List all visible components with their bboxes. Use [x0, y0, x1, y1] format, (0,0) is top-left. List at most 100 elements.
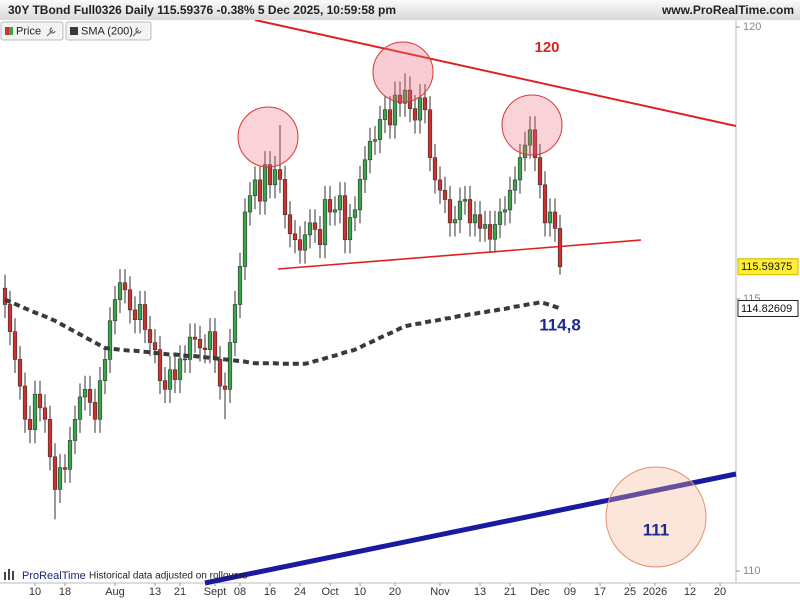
price-axis-panel	[736, 0, 800, 600]
legend-icon	[9, 27, 13, 35]
candle-body	[457, 200, 463, 220]
candle-body	[202, 347, 208, 350]
x-tick-label: 18	[59, 586, 71, 598]
candle-body	[172, 369, 178, 380]
logo-icon	[8, 569, 10, 580]
header-title: 30Y TBond Full0326 Daily 115.59376 -0.38…	[8, 3, 396, 17]
annotation: 114,8	[539, 315, 581, 334]
candle-body	[402, 89, 408, 104]
candle-body	[542, 184, 548, 224]
target-circle	[605, 466, 707, 568]
candle-body	[27, 418, 33, 430]
x-tick-label: 13	[474, 586, 486, 598]
candle-body	[287, 214, 293, 235]
candle-body	[157, 349, 163, 381]
x-tick-label: 17	[594, 586, 606, 598]
x-tick-label: 09	[564, 586, 576, 598]
x-tick-label: 13	[149, 586, 161, 598]
candle-body	[237, 266, 243, 305]
x-tick-label: 08	[234, 586, 246, 598]
candle-body	[462, 199, 468, 202]
candle-body	[2, 287, 8, 305]
x-tick-label: Aug	[105, 586, 125, 598]
candle-body	[22, 385, 28, 420]
candle-body	[12, 331, 18, 360]
candle-body	[552, 211, 558, 229]
candle-body	[187, 336, 193, 360]
candle-body	[112, 299, 118, 322]
candle-body	[517, 157, 523, 181]
x-tick-label: 10	[354, 586, 366, 598]
x-tick-label: Oct	[321, 586, 338, 598]
candle-body	[452, 219, 458, 224]
candle-body	[302, 234, 308, 251]
candle-body	[532, 129, 538, 158]
annotation: 111	[643, 520, 670, 539]
candle-body	[352, 209, 358, 218]
settings-icon[interactable]	[132, 27, 142, 37]
candle-body	[332, 209, 338, 213]
candle-body	[502, 209, 508, 213]
trend-line	[204, 471, 737, 586]
sma-tag	[737, 300, 799, 318]
sma-tag-label: 114.82609	[741, 303, 792, 315]
y-tick-label: 110	[743, 565, 761, 577]
legend-item[interactable]	[65, 21, 152, 41]
x-tick-label: Sept	[204, 586, 227, 598]
candle-body	[427, 109, 433, 158]
candle-body	[247, 195, 253, 213]
candle-body	[387, 109, 393, 126]
candle-body	[67, 440, 73, 470]
candle-body	[307, 222, 313, 236]
candle-body	[342, 195, 348, 241]
candle-body	[102, 359, 108, 381]
candle-body	[127, 289, 133, 311]
candle-body	[182, 358, 188, 361]
candle-body	[177, 358, 183, 380]
highlight-circle	[501, 94, 563, 156]
header-source: www.ProRealTime.com	[661, 3, 794, 17]
x-tick-label: 16	[264, 586, 276, 598]
candle-body	[357, 179, 363, 211]
candle-body	[407, 89, 413, 109]
x-tick-label: 21	[504, 586, 516, 598]
support-line	[277, 239, 642, 270]
candle-body	[42, 407, 48, 420]
candle-body	[467, 199, 473, 224]
candle-body	[487, 224, 493, 240]
candle-body	[217, 359, 223, 387]
candle-body	[367, 140, 373, 161]
annotation: 120	[534, 39, 559, 56]
legend-icon	[70, 27, 78, 35]
candle-body	[382, 109, 388, 120]
candle-body	[122, 282, 128, 291]
legend-label: SMA (200)	[81, 25, 133, 37]
x-tick-label: 20	[389, 586, 401, 598]
candle-body	[97, 380, 103, 420]
settings-icon[interactable]	[46, 27, 56, 37]
candle-body	[272, 169, 278, 186]
candle-body	[37, 393, 43, 409]
candle-body	[152, 342, 158, 350]
x-tick-label: 2026	[643, 586, 667, 598]
candle-body	[77, 396, 83, 420]
x-tick-label: Dec	[530, 586, 550, 598]
header-bar	[0, 0, 800, 20]
candle-body	[317, 229, 323, 245]
candle-body	[417, 97, 423, 121]
candle-body	[492, 224, 498, 240]
candle-body	[167, 369, 173, 390]
candle-body	[297, 239, 303, 251]
candle-body	[132, 309, 138, 321]
candle-body	[87, 389, 93, 403]
candle-body	[362, 159, 368, 180]
candle-body	[477, 214, 483, 229]
y-tick-label: 120	[743, 21, 761, 33]
candle-body	[147, 329, 153, 343]
footer-note: Historical data adjusted on rollovers	[89, 571, 247, 582]
candle-body	[222, 385, 228, 390]
logo-icon	[12, 571, 14, 580]
candle-body	[62, 467, 68, 470]
